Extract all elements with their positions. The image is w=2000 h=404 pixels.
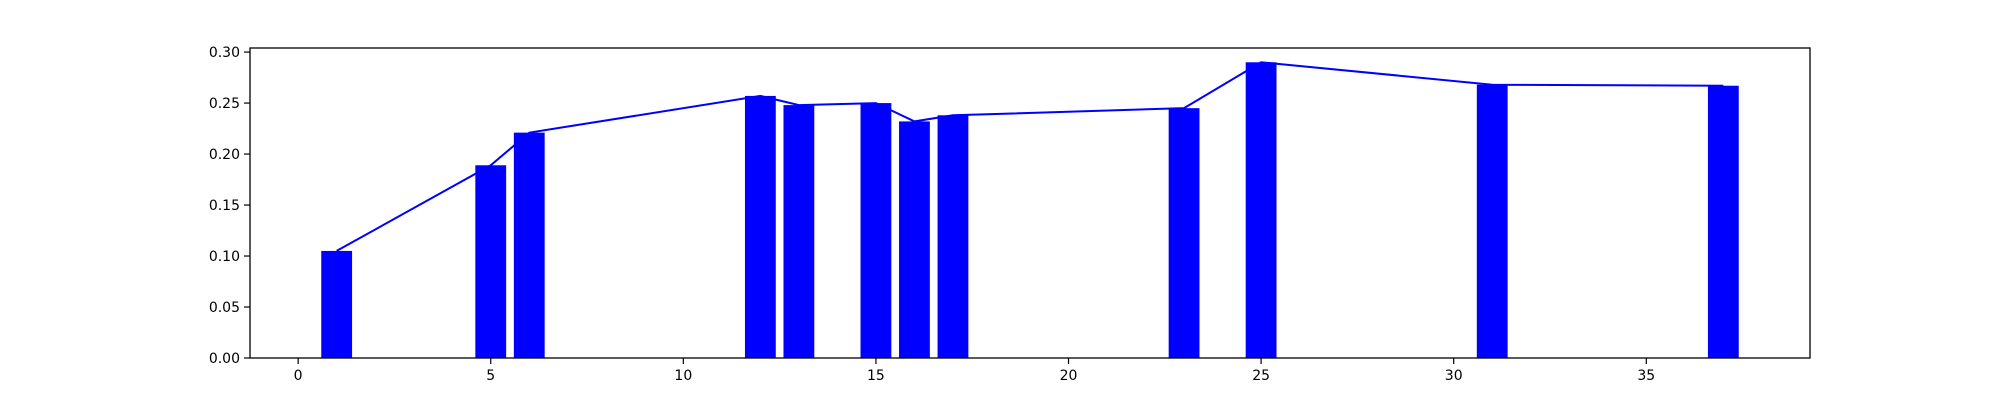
x-tick-label-35: 35: [1637, 368, 1655, 384]
bar-23: [1168, 108, 1200, 358]
y-tick-label-0.30: 0.30: [209, 45, 240, 61]
ticks-layer: 0 5 10 15 20 25 30 35 0.00 0.05 0.10 0.15 0.20 0.25 0.…: [209, 45, 1655, 384]
y-tick-label-0.15: 0.15: [209, 198, 240, 214]
y-tick-label-0.20: 0.20: [209, 147, 240, 163]
bar-12: [744, 95, 776, 359]
bar-13: [783, 105, 815, 358]
bar-31: [1476, 84, 1508, 359]
x-tick-label-0: 0: [294, 368, 303, 384]
x-tick-label-25: 25: [1252, 368, 1270, 384]
y-tick-label-0.05: 0.05: [209, 300, 240, 316]
bar-6: [513, 132, 545, 358]
x-tick-label-10: 10: [674, 368, 692, 384]
bar-1: [321, 250, 353, 358]
line-layer: [336, 61, 1724, 252]
x-tick-label-15: 15: [867, 368, 885, 384]
y-tick-label-0.00: 0.00: [209, 351, 240, 367]
axes-layer: [249, 47, 1811, 359]
bar-15: [860, 103, 892, 358]
x-tick-label-30: 30: [1445, 368, 1463, 384]
y-tick-label-0.10: 0.10: [209, 249, 240, 265]
bar-16: [899, 121, 930, 358]
series-line: [336, 61, 1724, 252]
plot-frame: [249, 47, 1811, 359]
x-tick-label-5: 5: [486, 368, 495, 384]
bars-layer: [321, 62, 1739, 359]
bar-5: [475, 165, 507, 358]
bar-17: [937, 115, 969, 358]
y-tick-label-0.25: 0.25: [209, 96, 240, 112]
x-tick-label-20: 20: [1060, 368, 1078, 384]
bar-25: [1245, 62, 1277, 358]
bar-37: [1707, 85, 1739, 358]
